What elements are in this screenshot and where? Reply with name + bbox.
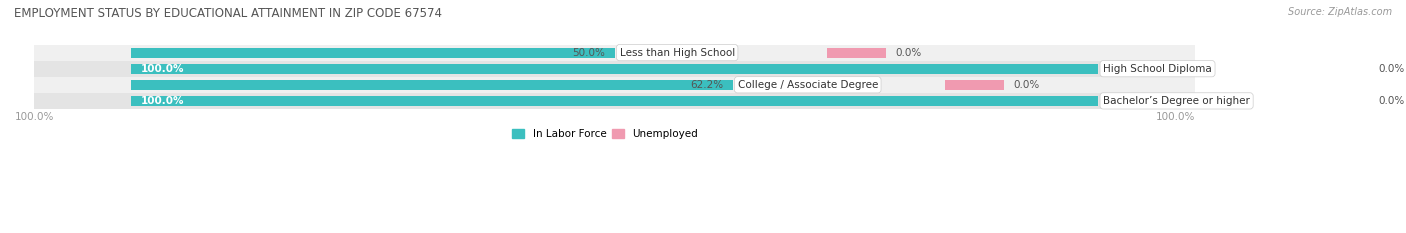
Bar (131, 80, 733, 90)
Text: EMPLOYMENT STATUS BY EDUCATIONAL ATTAINMENT IN ZIP CODE 67574: EMPLOYMENT STATUS BY EDUCATIONAL ATTAINM… (14, 7, 441, 20)
Text: College / Associate Degree: College / Associate Degree (738, 80, 877, 90)
Bar (131, 48, 614, 58)
Text: Bachelor’s Degree or higher: Bachelor’s Degree or higher (1104, 96, 1250, 106)
Bar (1312, 96, 1369, 106)
Text: 0.0%: 0.0% (1014, 80, 1039, 90)
Bar (34, 45, 1195, 61)
Text: Less than High School: Less than High School (620, 48, 735, 58)
Text: 0.0%: 0.0% (1379, 64, 1405, 74)
Bar (131, 64, 1098, 74)
Bar (1312, 64, 1369, 74)
Bar (945, 80, 1004, 90)
Bar (34, 93, 1195, 109)
Text: Source: ZipAtlas.com: Source: ZipAtlas.com (1288, 7, 1392, 17)
Legend: In Labor Force, Unemployed: In Labor Force, Unemployed (509, 126, 702, 143)
Text: 50.0%: 50.0% (572, 48, 605, 58)
Text: 100.0%: 100.0% (1156, 112, 1195, 122)
Bar (828, 48, 886, 58)
Text: 62.2%: 62.2% (690, 80, 723, 90)
Text: 100.0%: 100.0% (15, 112, 55, 122)
Text: High School Diploma: High School Diploma (1104, 64, 1212, 74)
Text: 100.0%: 100.0% (141, 64, 184, 74)
Bar (131, 96, 1098, 106)
Text: 0.0%: 0.0% (1379, 96, 1405, 106)
Bar (34, 61, 1195, 77)
Text: 0.0%: 0.0% (896, 48, 921, 58)
Text: 100.0%: 100.0% (141, 96, 184, 106)
Bar (34, 77, 1195, 93)
